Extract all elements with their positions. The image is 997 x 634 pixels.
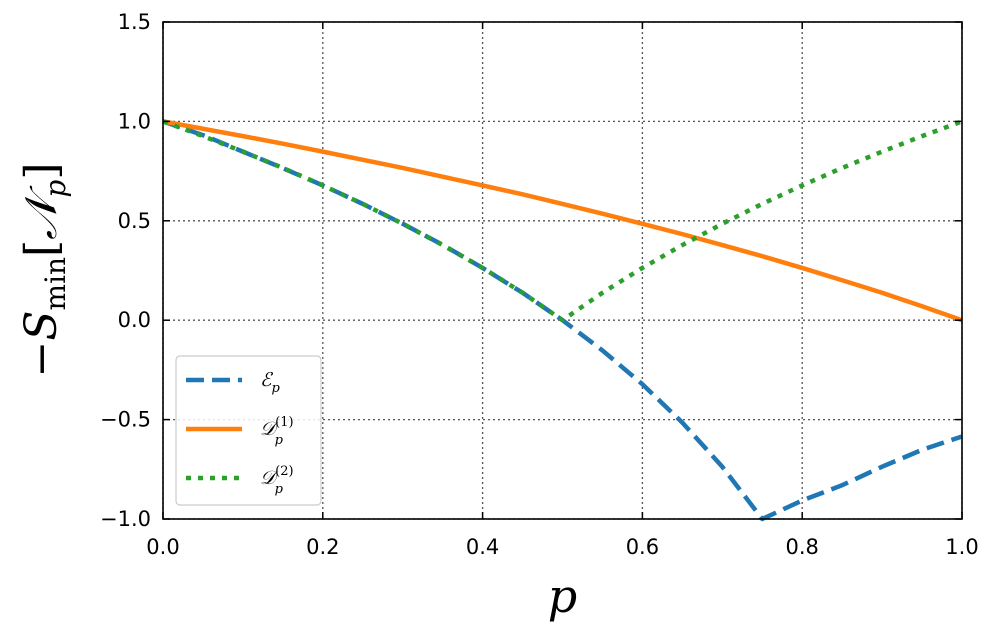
y-tick-label-1: −0.5 [100,408,151,432]
x-tick-label-0: 0.0 [146,535,179,559]
y-axis-label: −Smin[𝒩p] [16,163,72,378]
series-line-2 [162,119,963,323]
y-tick-label-4: 1.0 [118,109,151,133]
legend-label-2: 𝒟(2) p [260,464,294,497]
legend-label-1: 𝒟(1) p [260,415,294,448]
axis-labels: p −Smin[𝒩p] [16,163,577,624]
y-tick-label-3: 0.5 [118,209,151,233]
x-tick-label-5: 1.0 [945,535,978,559]
legend-label-0: ℰp [260,369,281,396]
legend: ℰp 𝒟(1) p 𝒟(2) p [175,355,322,506]
x-tick-label-1: 0.2 [306,535,339,559]
x-tick-label-4: 0.8 [785,535,818,559]
y-tick-label-0: −1.0 [100,507,151,531]
y-tick-label-5: 1.5 [118,10,151,34]
y-tick-label-2: 0.0 [118,308,151,332]
plot-frame [162,21,963,520]
series-line-1 [162,119,963,323]
legend-box [175,355,322,506]
x-tick-label-2: 0.4 [466,535,499,559]
x-tick-label-3: 0.6 [626,535,659,559]
ticks: 0.0 0.2 0.4 0.6 0.8 1.0 −1.0 −0.5 0.0 0.5 1.0 1.5 [100,10,979,559]
series-group [162,119,963,522]
x-axis-label: p [548,569,577,623]
